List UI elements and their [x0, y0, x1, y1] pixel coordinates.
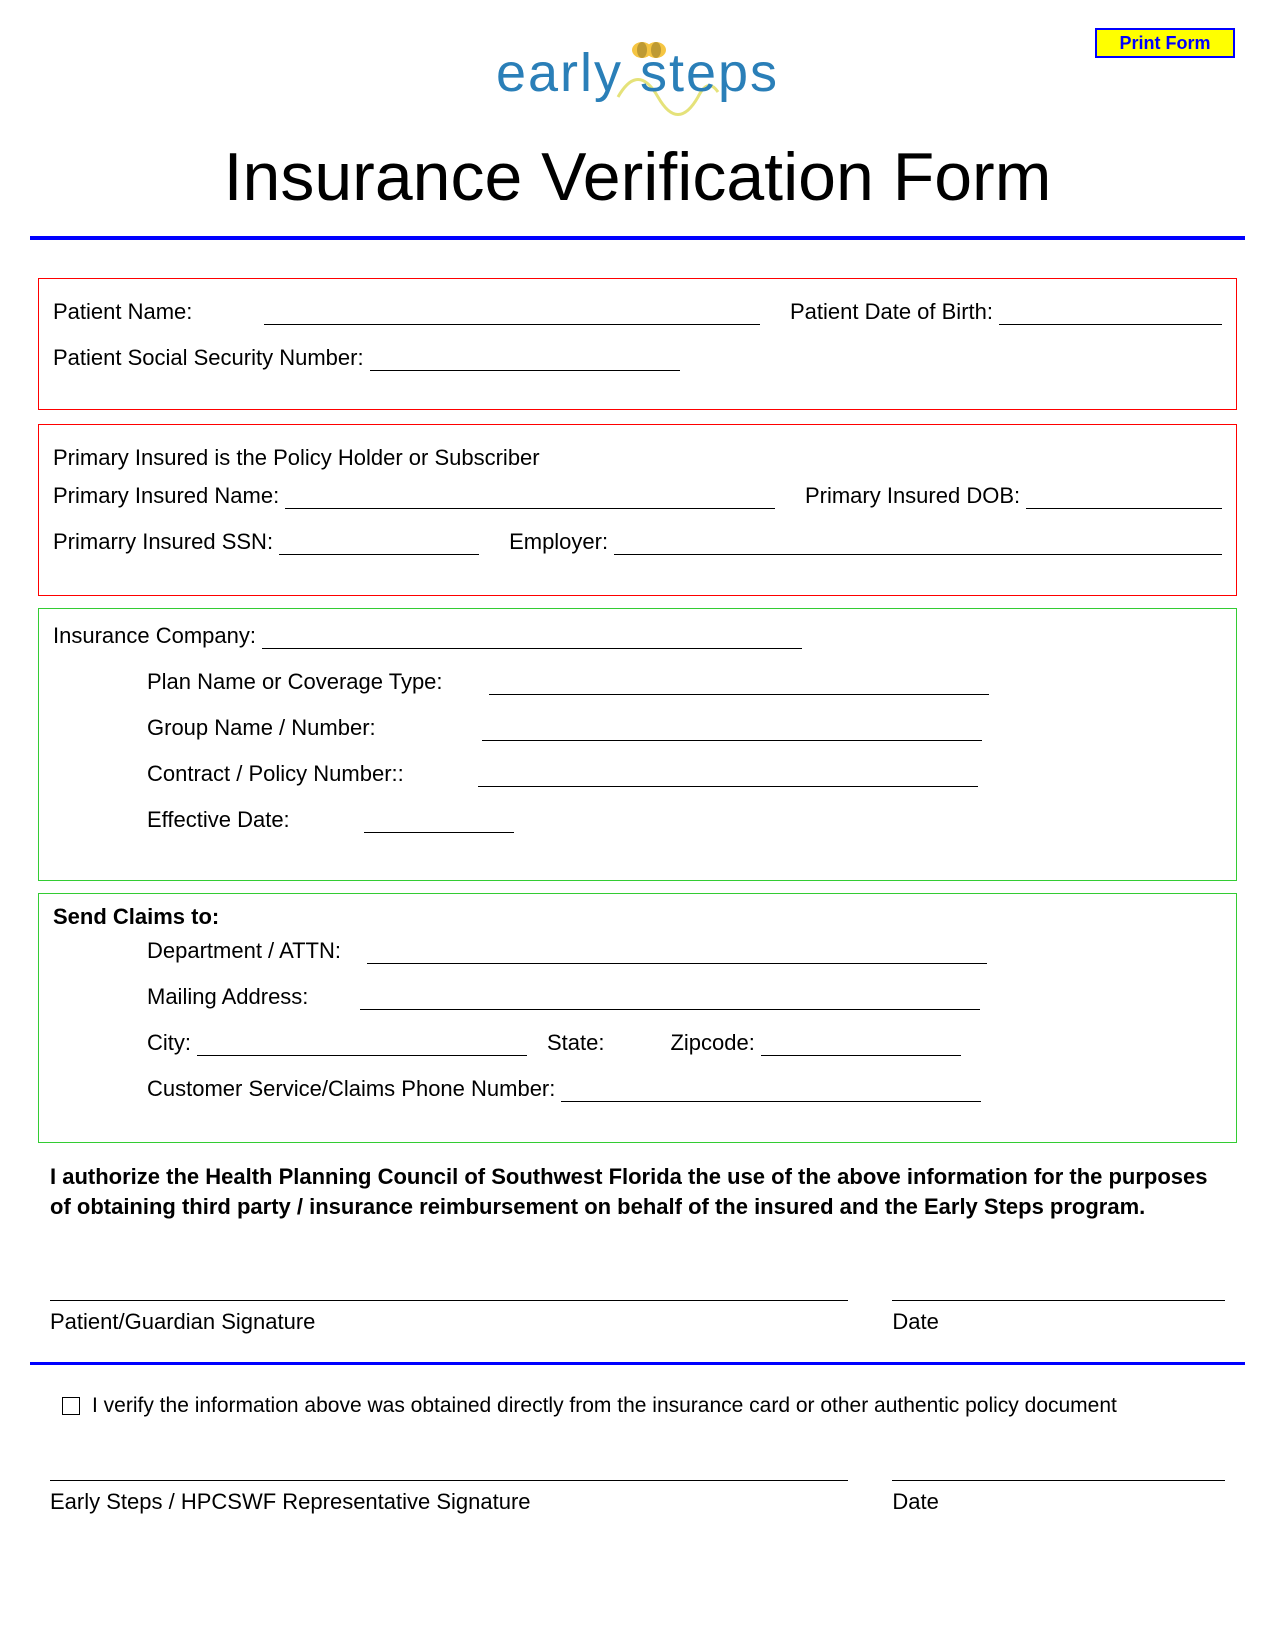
primary-ssn-label: Primarry Insured SSN: [53, 529, 279, 555]
group-label: Group Name / Number: [147, 715, 382, 741]
authorization-text: I authorize the Health Planning Council … [50, 1162, 1225, 1221]
primary-insured-section: Primary Insured is the Policy Holder or … [38, 424, 1237, 596]
zip-label: Zipcode: [670, 1030, 760, 1056]
patient-date-label: Date [892, 1309, 938, 1334]
title-rule [30, 236, 1245, 240]
verify-row: I verify the information above was obtai… [62, 1394, 1225, 1418]
patient-signature-input[interactable]: Patient/Guardian Signature [50, 1300, 848, 1335]
claims-heading: Send Claims to: [53, 904, 225, 930]
rep-date-label: Date [892, 1489, 938, 1514]
primary-name-input[interactable] [285, 483, 775, 509]
city-label: City: [147, 1030, 197, 1056]
dept-input[interactable] [367, 938, 987, 964]
phone-label: Customer Service/Claims Phone Number: [147, 1076, 561, 1102]
group-input[interactable] [482, 715, 982, 741]
rep-signature-input[interactable]: Early Steps / HPCSWF Representative Sign… [50, 1480, 848, 1515]
patient-date-input[interactable]: Date [892, 1300, 1225, 1335]
patient-dob-input[interactable] [999, 299, 1222, 325]
employer-label: Employer: [509, 529, 614, 555]
state-label: State: [547, 1030, 610, 1056]
claims-section: Send Claims to: Department / ATTN: Maili… [38, 893, 1237, 1143]
contract-label: Contract / Policy Number:: [147, 761, 410, 787]
primary-ssn-input[interactable] [279, 529, 479, 555]
employer-input[interactable] [614, 529, 1222, 555]
primary-heading: Primary Insured is the Policy Holder or … [53, 445, 546, 471]
bee-icon [630, 36, 668, 66]
insurance-company-input[interactable] [262, 623, 802, 649]
patient-ssn-input[interactable] [370, 345, 680, 371]
patient-signature-row: Patient/Guardian Signature Date [50, 1300, 1225, 1335]
effective-label: Effective Date: [147, 807, 296, 833]
plan-label: Plan Name or Coverage Type: [147, 669, 449, 695]
rep-signature-label: Early Steps / HPCSWF Representative Sign… [50, 1489, 531, 1514]
patient-name-input[interactable] [264, 299, 760, 325]
plan-input[interactable] [489, 669, 989, 695]
patient-signature-label: Patient/Guardian Signature [50, 1309, 315, 1334]
rep-date-input[interactable]: Date [892, 1480, 1225, 1515]
patient-dob-label: Patient Date of Birth: [790, 299, 999, 325]
insurance-company-label: Insurance Company: [53, 623, 262, 649]
city-input[interactable] [197, 1030, 527, 1056]
mid-rule [30, 1362, 1245, 1365]
insurance-section: Insurance Company: Plan Name or Coverage… [38, 608, 1237, 881]
primary-dob-input[interactable] [1026, 483, 1222, 509]
rep-signature-row: Early Steps / HPCSWF Representative Sign… [50, 1480, 1225, 1515]
phone-input[interactable] [561, 1076, 981, 1102]
patient-name-label: Patient Name: [53, 299, 198, 325]
dept-label: Department / ATTN: [147, 938, 347, 964]
patient-ssn-label: Patient Social Security Number: [53, 345, 370, 371]
patient-section: Patient Name: Patient Date of Birth: Pat… [38, 278, 1237, 410]
contract-input[interactable] [478, 761, 978, 787]
mailing-input[interactable] [360, 984, 980, 1010]
logo: early steps [0, 42, 1275, 104]
zip-input[interactable] [761, 1030, 961, 1056]
effective-date-input[interactable] [364, 807, 514, 833]
primary-dob-label: Primary Insured DOB: [805, 483, 1026, 509]
mailing-label: Mailing Address: [147, 984, 314, 1010]
verify-text: I verify the information above was obtai… [92, 1394, 1117, 1418]
verify-checkbox[interactable] [62, 1397, 80, 1415]
primary-name-label: Primary Insured Name: [53, 483, 285, 509]
